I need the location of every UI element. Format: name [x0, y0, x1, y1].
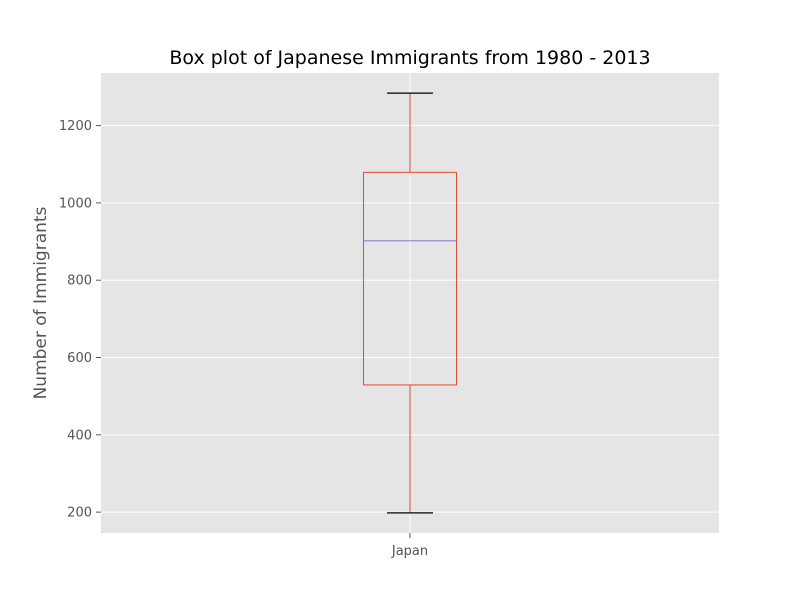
y-tick-label: 800 [67, 274, 92, 289]
iqr-box [363, 171, 457, 386]
y-tick-label: 600 [67, 351, 92, 366]
x-tick-label: Japan [391, 544, 428, 559]
y-tick-label: 200 [67, 506, 92, 521]
x-axis-ticks: Japan [391, 533, 428, 559]
y-tick-label: 1000 [59, 196, 92, 211]
y-axis-ticks: 200 400 600 800 1000 1200 [59, 119, 101, 521]
box-group [363, 92, 457, 514]
box-layer [363, 92, 457, 514]
y-tick-label: 1200 [59, 119, 92, 134]
chart-title: Box plot of Japanese Immigrants from 198… [169, 47, 650, 69]
y-tick-label: 400 [67, 428, 92, 443]
y-axis-label: Number of Immigrants [31, 206, 51, 399]
